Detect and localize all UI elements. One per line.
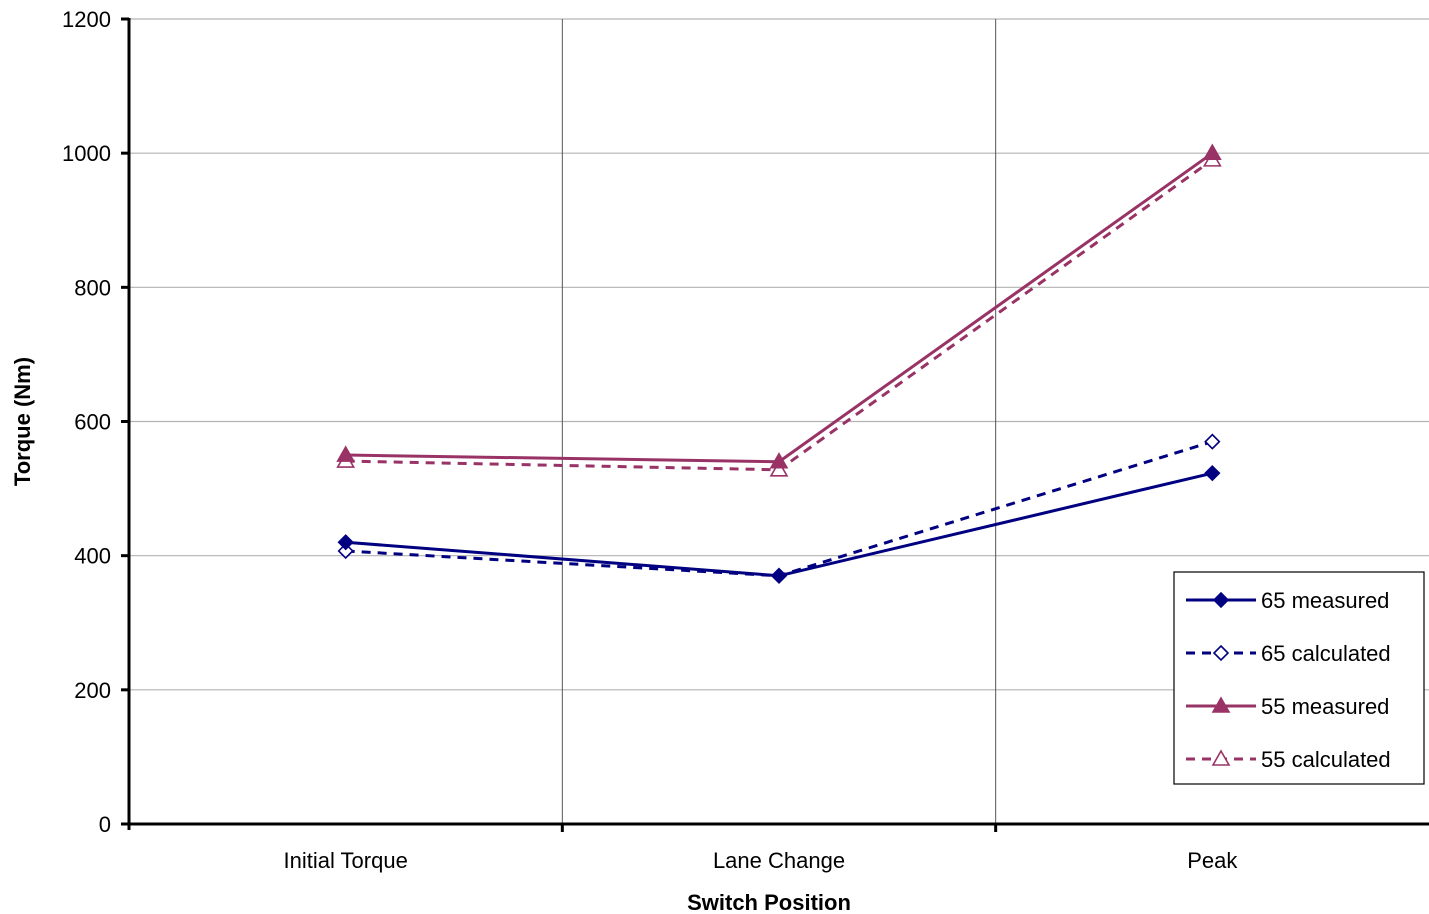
- legend-item: 65 measured: [1186, 588, 1389, 613]
- legend-label: 55 measured: [1261, 694, 1389, 719]
- data-point: [336, 445, 356, 462]
- y-tick-label: 0: [99, 812, 111, 837]
- data-point: [337, 534, 354, 551]
- series-line: [345, 158, 1214, 472]
- legend: 65 measured 65 calculated 55 measured 55 ca…: [1173, 571, 1425, 785]
- tick-labels: 0 200 400 600 800 1000 1200 Initial Torque Lane …: [62, 7, 1238, 873]
- y-tick-label: 1000: [62, 141, 111, 166]
- data-point: [1204, 433, 1221, 450]
- data-point: [1202, 143, 1222, 160]
- data-point: [769, 452, 789, 469]
- series-65-measured: [337, 465, 1221, 584]
- legend-label: 65 measured: [1261, 588, 1389, 613]
- x-tick-label: Lane Change: [713, 848, 845, 873]
- data-point: [770, 567, 788, 584]
- legend-marker: [1212, 591, 1230, 609]
- series-layer: [336, 143, 1222, 584]
- legend-marker: [1212, 644, 1230, 662]
- legend-item: 55 measured: [1186, 694, 1389, 719]
- data-point: [337, 542, 354, 560]
- legend-label: 65 calculated: [1261, 641, 1391, 666]
- series-line: [345, 471, 1213, 578]
- axes: [121, 17, 1429, 832]
- y-tick-label: 1200: [62, 7, 111, 32]
- y-tick-label: 400: [74, 544, 111, 569]
- legend-box: [1173, 571, 1425, 785]
- series-55-measured: [336, 143, 1222, 469]
- y-axis-title: Torque (Nm): [10, 357, 35, 486]
- series-line: [345, 151, 1214, 464]
- legend-item: 55 calculated: [1186, 747, 1391, 772]
- data-point: [1204, 465, 1221, 482]
- x-axis-title: Switch Position: [687, 890, 851, 914]
- data-point: [769, 460, 789, 477]
- x-tick-label: Initial Torque: [283, 848, 407, 873]
- x-tick-label: Peak: [1187, 848, 1238, 873]
- y-tick-label: 600: [74, 410, 111, 435]
- y-tick-label: 800: [74, 275, 111, 300]
- legend-label: 55 calculated: [1261, 747, 1391, 772]
- legend-item: 65 calculated: [1186, 641, 1391, 666]
- series-55-calculated: [336, 150, 1222, 477]
- y-tick-label: 200: [74, 678, 111, 703]
- legend-marker: [1211, 749, 1231, 766]
- legend-marker: [1211, 696, 1231, 713]
